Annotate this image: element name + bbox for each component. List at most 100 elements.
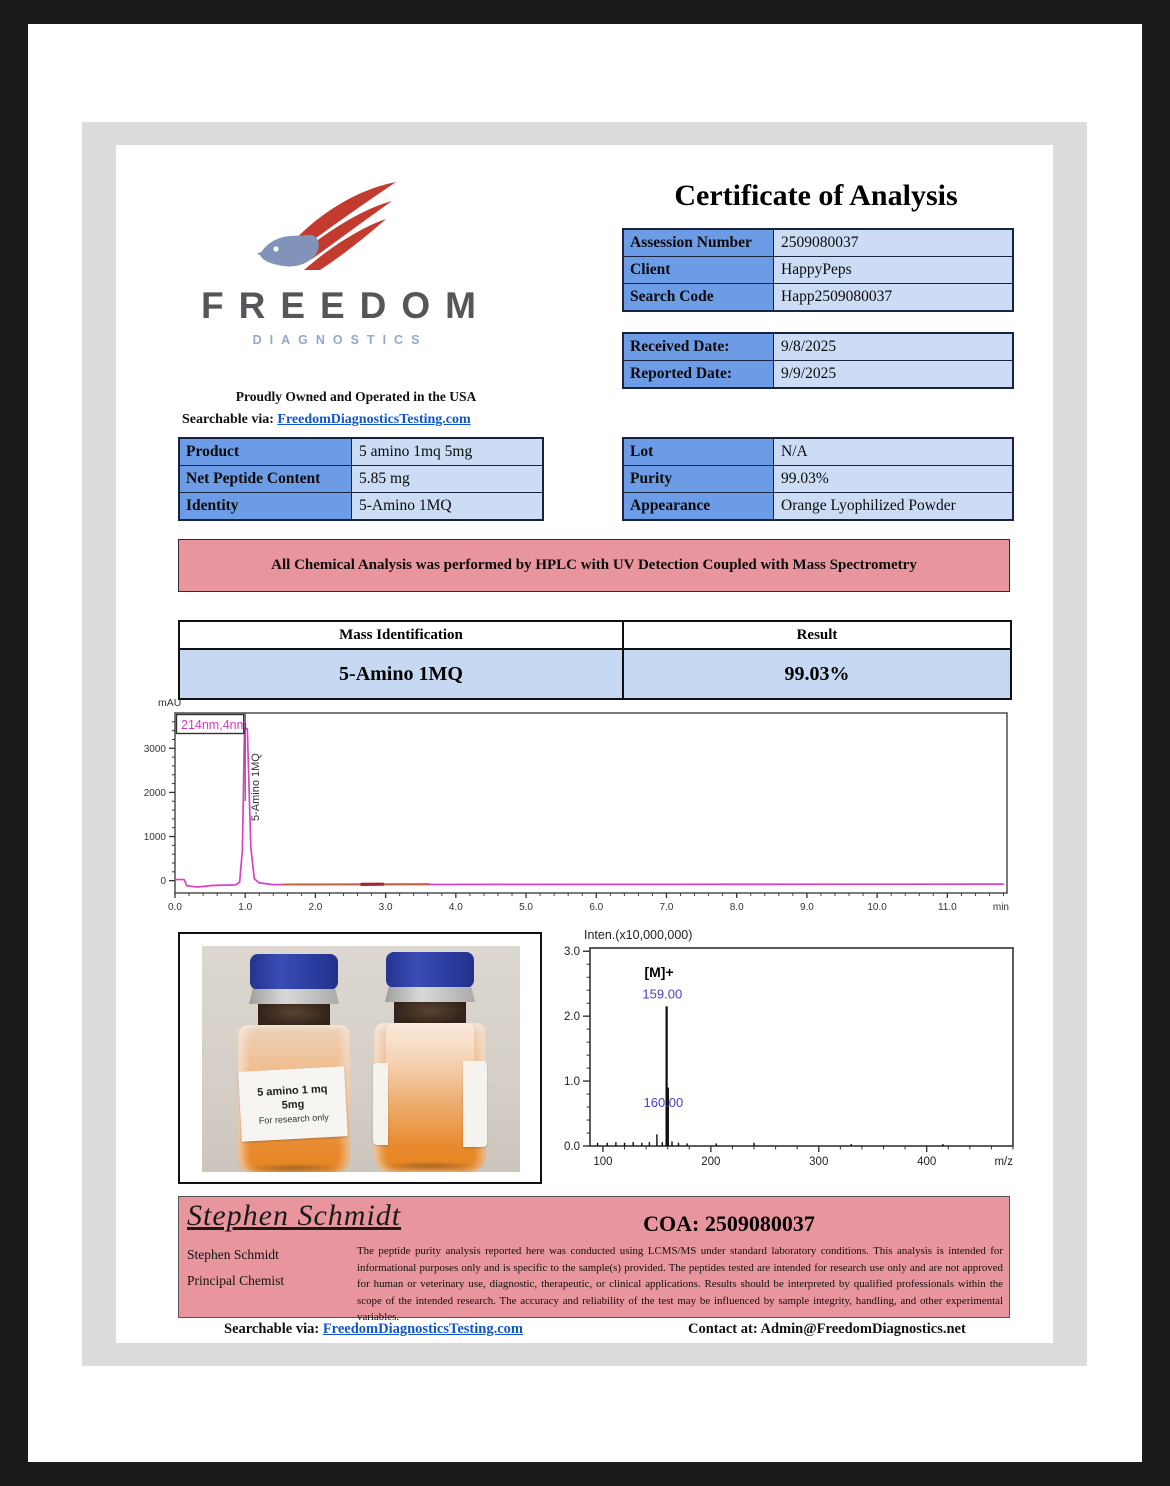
searchable-link[interactable]: FreedomDiagnosticsTesting.com <box>277 412 471 427</box>
row-label: Product <box>180 439 352 465</box>
svg-text:m/z: m/z <box>994 1156 1013 1168</box>
table-row: Identity 5-Amino 1MQ <box>180 492 542 519</box>
mass-spectrum-chart: Inten.(x10,000,000) 0.0 1.0 2.0 3.0 100 200 300… <box>564 928 1014 1168</box>
row-label: Reported Date: <box>624 361 774 387</box>
row-value: 99.03% <box>774 466 1012 492</box>
svg-text:3.0: 3.0 <box>379 902 393 913</box>
svg-text:2.0: 2.0 <box>564 1011 580 1023</box>
svg-text:9.0: 9.0 <box>800 902 814 913</box>
logo-block: FREEDOM DIAGNOSTICS <box>186 175 486 347</box>
vial-label-line2: 5mg <box>281 1097 305 1112</box>
svg-text:4.0: 4.0 <box>449 902 463 913</box>
svg-text:200: 200 <box>701 1156 720 1168</box>
table-row: Product 5 amino 1mq 5mg <box>180 439 542 465</box>
footer-contact: Contact at: Admin@FreedomDiagnostics.net <box>688 1321 966 1337</box>
freedom-eagle-logo-icon <box>257 182 396 270</box>
svg-text:min: min <box>993 902 1009 913</box>
viewer-background: FREEDOM DIAGNOSTICS Proudly Owned and Op… <box>82 122 1087 1366</box>
row-value: 5-Amino 1MQ <box>352 493 542 519</box>
row-value: N/A <box>774 439 1012 465</box>
svg-text:11.0: 11.0 <box>938 902 957 913</box>
svg-text:400: 400 <box>917 1156 936 1168</box>
row-value: HappyPeps <box>774 257 1012 283</box>
svg-text:159.00: 159.00 <box>642 987 682 1002</box>
footer-searchable-label: Searchable via: <box>224 1321 320 1337</box>
vial-seal <box>385 987 475 1002</box>
product-table: Product 5 amino 1mq 5mg Net Peptide Conten… <box>178 437 544 521</box>
mass-result-value: 99.03% <box>784 662 850 685</box>
table-row: Client HappyPeps <box>624 256 1012 283</box>
svg-text:100: 100 <box>593 1156 612 1168</box>
row-label: Purity <box>624 466 774 492</box>
row-value: 5.85 mg <box>352 466 542 492</box>
row-label: Net Peptide Content <box>180 466 352 492</box>
vial-side <box>370 952 490 1172</box>
page-title: Certificate of Analysis <box>674 179 958 212</box>
svg-text:300: 300 <box>809 1156 828 1168</box>
row-value: Happ2509080037 <box>774 284 1012 310</box>
date-table: Received Date: 9/8/2025 Reported Date: 9/9/… <box>622 332 1014 389</box>
vial-shadow <box>248 1163 340 1172</box>
tagline: Proudly Owned and Operated in the USA <box>235 389 477 404</box>
row-label: Client <box>624 257 774 283</box>
table-row: Purity 99.03% <box>624 465 1012 492</box>
row-label: Received Date: <box>624 334 774 360</box>
row-label: Appearance <box>624 493 774 519</box>
table-row: Lot N/A <box>624 439 1012 465</box>
disclaimer-text: The peptide purity analysis reported her… <box>357 1245 1003 1324</box>
vial-body: 5 amino 1 mq 5mg For research only <box>238 1025 350 1172</box>
mass-table-header: Mass Identification Result <box>180 622 1010 650</box>
svg-text:3000: 3000 <box>144 744 166 755</box>
row-value: 9/9/2025 <box>774 361 1012 387</box>
mass-header-result: Result <box>796 626 838 643</box>
mass-identity-value: 5-Amino 1MQ <box>339 662 463 685</box>
row-value: Orange Lyophilized Powder <box>774 493 1012 519</box>
info-table: Assession Number 2509080037 Client HappyPep… <box>622 228 1014 312</box>
vial-seal <box>249 989 339 1004</box>
row-value: 9/8/2025 <box>774 334 1012 360</box>
brand-subtitle: DIAGNOSTICS <box>252 333 428 347</box>
svg-text:0.0: 0.0 <box>564 1141 580 1153</box>
mass-table-row: 5-Amino 1MQ 99.03% <box>180 650 1010 698</box>
footer-searchable-link[interactable]: FreedomDiagnosticsTesting.com <box>322 1321 523 1337</box>
vial-label: 5 amino 1 mq 5mg For research only <box>238 1066 348 1142</box>
vial-front: 5 amino 1 mq 5mg For research only <box>234 954 354 1172</box>
vial-shadow <box>384 1161 476 1171</box>
searchable-line: Searchable via: FreedomDiagnosticsTestin… <box>182 412 471 428</box>
table-row: Appearance Orange Lyophilized Powder <box>624 492 1012 519</box>
chemist-name: Stephen Schmidt <box>187 1247 279 1262</box>
table-row: Received Date: 9/8/2025 <box>624 334 1012 360</box>
svg-text:2.0: 2.0 <box>308 902 322 913</box>
svg-text:[M]+: [M]+ <box>644 964 673 980</box>
row-label: Assession Number <box>624 230 774 256</box>
vial-cap <box>250 954 338 990</box>
signature-block: Stephen Schmidt COA: 2509080037 Stephen … <box>178 1196 1010 1323</box>
signature-script: Stephen Schmidt <box>187 1199 402 1232</box>
svg-text:2000: 2000 <box>144 788 166 799</box>
certificate-document: FREEDOM DIAGNOSTICS Proudly Owned and Op… <box>116 145 1053 1343</box>
svg-text:mAU: mAU <box>158 697 181 709</box>
svg-text:7.0: 7.0 <box>660 902 674 913</box>
table-row: Assession Number 2509080037 <box>624 230 1012 256</box>
svg-text:5-Amino 1MQ: 5-Amino 1MQ <box>250 753 262 821</box>
vial-cap <box>386 952 474 988</box>
qc-table: Lot N/A Purity 99.03% Appearance Orange Lyoph… <box>622 437 1014 521</box>
document-page: FREEDOM DIAGNOSTICS Proudly Owned and Op… <box>28 24 1142 1462</box>
mass-header-identification: Mass Identification <box>339 626 463 643</box>
footer-searchable: Searchable via: FreedomDiagnosticsTestin… <box>224 1321 523 1338</box>
vial-photo: 5 amino 1 mq 5mg For research only <box>202 946 520 1172</box>
vial-collar <box>258 1003 330 1027</box>
row-label: Lot <box>624 439 774 465</box>
svg-text:1.0: 1.0 <box>238 902 252 913</box>
vial-label-line3: For research only <box>258 1111 329 1126</box>
svg-text:160.00: 160.00 <box>643 1095 683 1110</box>
searchable-label: Searchable via: <box>182 412 274 427</box>
hplc-chromatogram-chart: mAU 0 1000 2000 3000 0.0 1.0 2.0 3.0 4.0 5.0 6.0 7.0… <box>144 697 1009 913</box>
vial-label-line1: 5 amino 1 mq <box>256 1082 328 1099</box>
vial-body <box>373 1023 487 1172</box>
row-value: 5 amino 1mq 5mg <box>352 439 542 465</box>
coa-number: COA: 2509080037 <box>643 1211 815 1236</box>
svg-text:3.0: 3.0 <box>564 946 580 958</box>
svg-text:1.0: 1.0 <box>564 1076 580 1088</box>
svg-text:0.0: 0.0 <box>168 902 182 913</box>
